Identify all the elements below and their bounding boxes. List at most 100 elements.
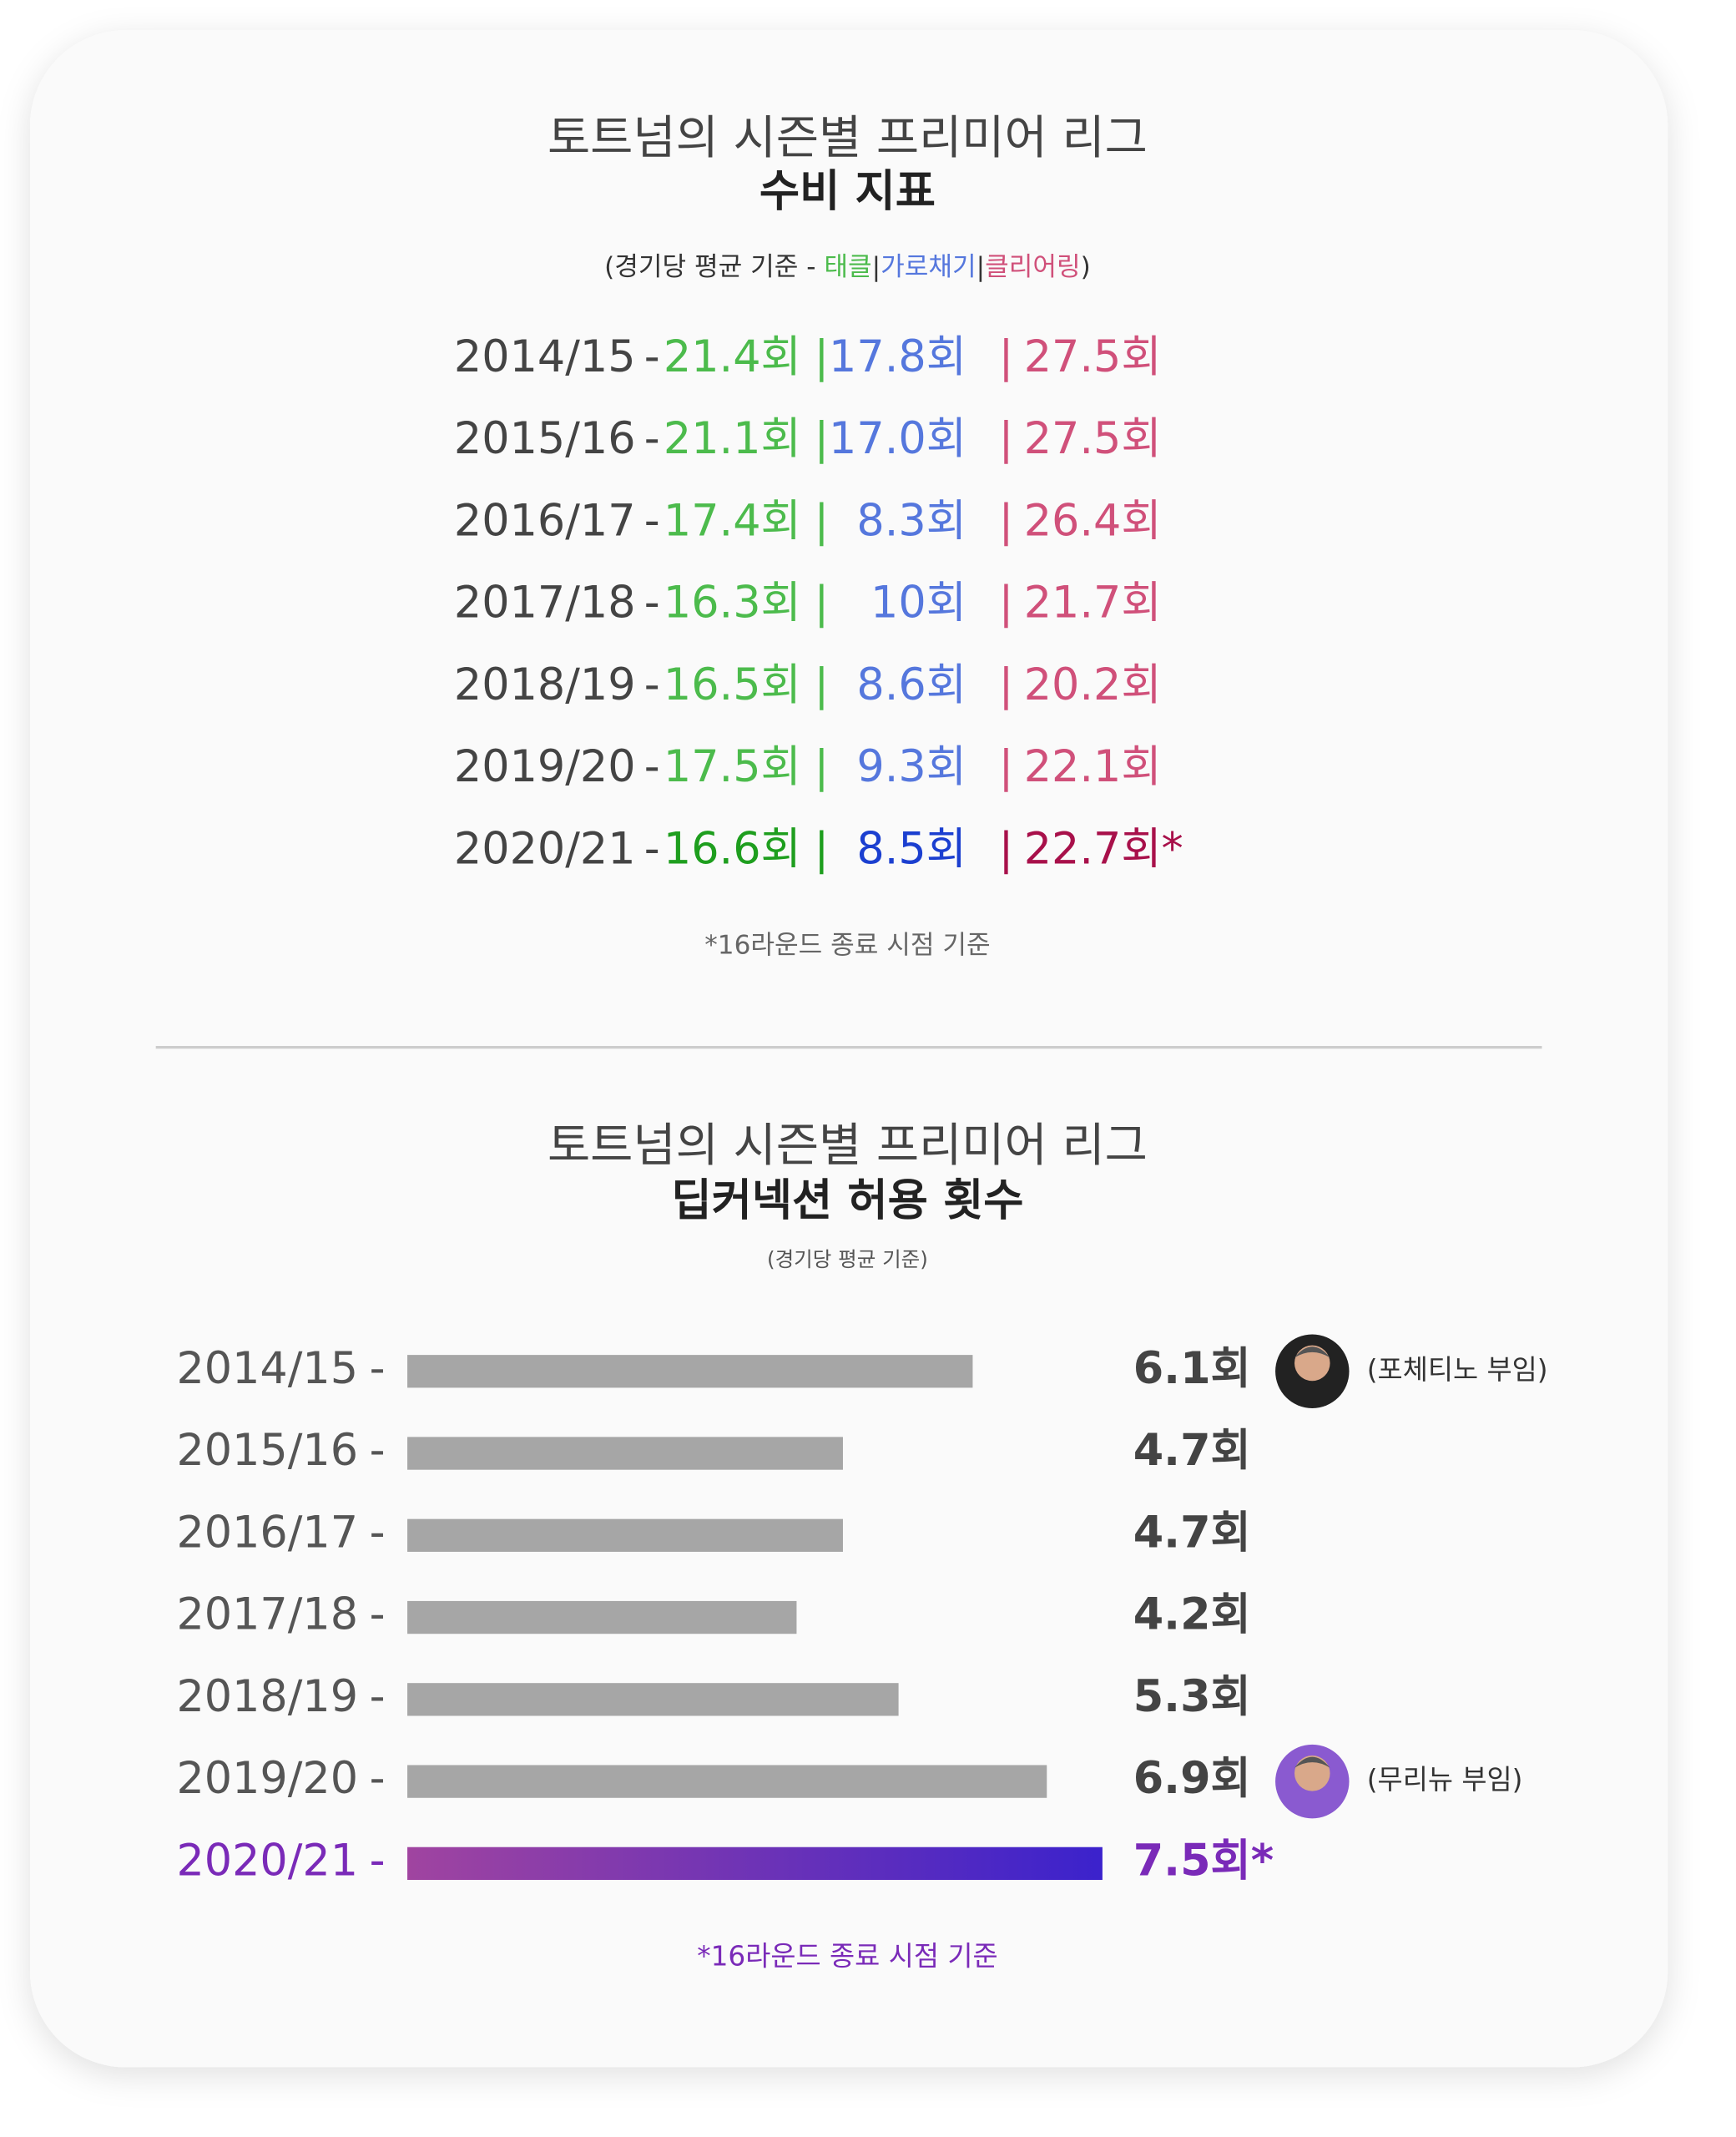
separator: | — [999, 741, 1014, 792]
category-label: 2019/20 — [176, 1753, 358, 1804]
category-dash: - — [370, 1589, 386, 1640]
bar — [407, 1600, 797, 1634]
separator: | — [999, 331, 1014, 382]
separator: | — [814, 823, 829, 874]
caption-column: 태클 — [824, 252, 871, 282]
value-label: 4.7회 — [1133, 1425, 1251, 1476]
separator: | — [814, 413, 829, 464]
interception-value: 9.3회 — [856, 741, 966, 792]
season-dash: - — [644, 578, 660, 629]
category-dash: - — [370, 1425, 386, 1476]
clearance-value: 27.5회 — [1024, 413, 1162, 464]
table-subtitle: 수비 지표 — [760, 166, 936, 217]
category-dash: - — [370, 1507, 386, 1558]
season: 2016/17 — [454, 495, 636, 546]
tackle-value: 16.3회 — [664, 578, 801, 629]
clearance-value: 20.2회 — [1024, 659, 1162, 710]
category-label: 2016/17 — [176, 1507, 358, 1558]
season: 2017/18 — [454, 578, 636, 629]
separator: | — [999, 413, 1014, 464]
caption-separator: | — [872, 252, 881, 282]
interception-value: 8.6회 — [856, 659, 966, 710]
season: 2014/15 — [454, 331, 636, 382]
category-dash: - — [370, 1835, 386, 1886]
clearance-value: 22.7회* — [1024, 823, 1183, 874]
interception-value: 17.8회 — [829, 331, 966, 382]
portrait-face — [1294, 1755, 1330, 1791]
separator: | — [999, 578, 1014, 629]
bar — [407, 1683, 899, 1716]
portrait-face — [1294, 1345, 1330, 1382]
separator: | — [814, 495, 829, 546]
caption-separator: | — [976, 252, 985, 282]
separator: | — [999, 659, 1014, 710]
annotation: (포체티노 부임) — [1367, 1354, 1548, 1386]
portrait-hair — [1294, 1756, 1330, 1768]
season: 2018/19 — [454, 659, 636, 710]
portrait-hair — [1294, 1346, 1330, 1358]
tackle-value: 16.6회 — [664, 823, 801, 874]
season-dash: - — [644, 413, 660, 464]
category-label: 2015/16 — [176, 1425, 358, 1476]
table-caption: (경기당 평균 기준 - 태클|가로채기|클리어링) — [604, 252, 1091, 282]
separator: | — [814, 741, 829, 792]
season-dash: - — [644, 741, 660, 792]
interception-value: 10회 — [871, 578, 966, 629]
clearance-value: 22.1회 — [1024, 741, 1162, 792]
interception-value: 17.0회 — [829, 413, 966, 464]
category-dash: - — [370, 1671, 386, 1722]
caption-suffix: ) — [1081, 252, 1091, 282]
tackle-value: 17.5회 — [664, 741, 801, 792]
tackle-value: 21.4회 — [664, 331, 801, 382]
separator: | — [814, 659, 829, 710]
season-dash: - — [644, 823, 660, 874]
tackle-value: 21.1회 — [664, 413, 801, 464]
value-label: 5.3회 — [1133, 1671, 1251, 1722]
bar — [407, 1518, 843, 1552]
separator: | — [814, 578, 829, 629]
interception-value: 8.5회 — [856, 823, 966, 874]
chart-footnote: *16라운드 종료 시점 기준 — [697, 1940, 997, 1972]
category-dash: - — [370, 1753, 386, 1804]
season-dash: - — [644, 659, 660, 710]
separator: | — [999, 823, 1014, 874]
season: 2019/20 — [454, 741, 636, 792]
category-label: 2020/21 — [176, 1835, 358, 1886]
clearance-value: 27.5회 — [1024, 331, 1162, 382]
value-label: 7.5회* — [1133, 1835, 1274, 1886]
annotation: (무리뉴 부임) — [1367, 1764, 1523, 1796]
caption-column: 가로채기 — [881, 252, 976, 282]
season: 2020/21 — [454, 823, 636, 874]
chart-title: 토트넘의 시즌별 프리미어 리그 — [548, 1119, 1148, 1173]
clearance-value: 21.7회 — [1024, 578, 1162, 629]
category-label: 2017/18 — [176, 1589, 358, 1640]
bar — [407, 1765, 1047, 1798]
bar — [407, 1355, 973, 1388]
season-dash: - — [644, 331, 660, 382]
separator: | — [814, 331, 829, 382]
category-label: 2018/19 — [176, 1671, 358, 1722]
portrait — [1275, 1744, 1350, 1819]
clearance-value: 26.4회 — [1024, 495, 1162, 546]
tackle-value: 17.4회 — [664, 495, 801, 546]
season-dash: - — [644, 495, 660, 546]
value-label: 6.9회 — [1133, 1753, 1251, 1804]
value-label: 4.2회 — [1133, 1589, 1251, 1640]
caption-column: 클리어링 — [985, 252, 1080, 282]
chart-subtitle: 딥커넥션 허용 횟수 — [671, 1175, 1023, 1225]
table-title: 토트넘의 시즌별 프리미어 리그 — [548, 111, 1148, 165]
caption-prefix: (경기당 평균 기준 - — [604, 252, 824, 282]
table-footnote: *16라운드 종료 시점 기준 — [704, 930, 990, 960]
season: 2015/16 — [454, 413, 636, 464]
bar — [407, 1437, 843, 1470]
category-dash: - — [370, 1343, 386, 1394]
category-label: 2014/15 — [176, 1343, 358, 1394]
interception-value: 8.3회 — [856, 495, 966, 546]
bar — [407, 1847, 1103, 1881]
value-label: 6.1회 — [1133, 1343, 1251, 1394]
chart-caption: (경기당 평균 기준) — [767, 1247, 928, 1271]
portrait — [1275, 1334, 1350, 1408]
tackle-value: 16.5회 — [664, 659, 801, 710]
